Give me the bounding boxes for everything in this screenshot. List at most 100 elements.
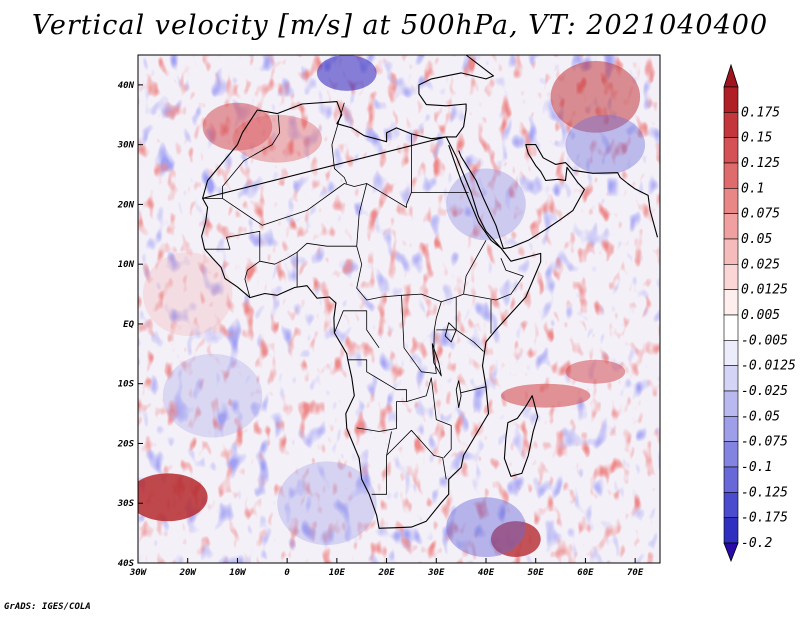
lon-tick-label: 10W <box>229 568 247 578</box>
colorbar-swatch <box>723 213 739 240</box>
lat-tick-label: 10N <box>118 260 135 270</box>
lat-tick-label: 20S <box>117 439 135 449</box>
velocity-field <box>138 55 660 563</box>
colorbar-bottom-arrow <box>723 542 739 563</box>
country-border <box>401 295 442 374</box>
colorbar-swatch <box>723 289 739 316</box>
lake-outline <box>455 380 462 409</box>
country-border <box>461 386 487 394</box>
colorbar-label: 0.0125 <box>741 283 788 298</box>
africa-coastline <box>201 136 542 529</box>
field-anomaly <box>565 114 646 175</box>
country-border <box>430 377 452 459</box>
lat-tick-label: 20N <box>117 200 135 210</box>
map-frame <box>137 54 661 564</box>
colorbar-label: 0.15 <box>741 131 772 146</box>
lat-tick-label: 10S <box>118 380 135 390</box>
country-border <box>244 260 261 298</box>
field-anomaly <box>277 461 377 546</box>
lon-tick-label: 20W <box>179 568 198 578</box>
lat-tick-label: 40S <box>118 559 135 569</box>
country-border <box>386 429 447 480</box>
colorbar-swatch <box>723 112 739 138</box>
country-border <box>463 258 524 301</box>
colorbar-label: -0.2 <box>741 536 772 551</box>
colorbar-swatch <box>723 492 739 518</box>
country-border <box>205 230 487 303</box>
mediterranean-coastline <box>202 55 495 199</box>
lon-tick-label: 60E <box>577 568 594 578</box>
lon-tick-label: 70E <box>627 568 644 578</box>
lon-tick-label: 40E <box>478 568 495 578</box>
colorbar-label: 0.005 <box>741 308 780 323</box>
colorbar-label: 0.1 <box>741 181 764 196</box>
country-border <box>222 183 469 226</box>
colorbar-label: -0.05 <box>741 409 780 424</box>
colorbar-label: 0.025 <box>741 257 780 272</box>
colorbar-label: -0.125 <box>741 485 788 500</box>
colorbar-label: -0.175 <box>741 511 788 526</box>
lon-tick-label: 50E <box>528 568 545 578</box>
field-anomaly <box>565 359 626 384</box>
colorbar-label: 0.05 <box>741 232 772 247</box>
colorbar-label: -0.0125 <box>741 359 796 374</box>
footer-credit: GrADS: IGES/COLA <box>4 602 91 612</box>
lake-outline <box>431 343 442 377</box>
field-anomaly <box>138 473 208 522</box>
colorbar-swatch <box>723 86 739 113</box>
colorbar-swatch <box>723 162 739 189</box>
colorbar-swatch <box>723 390 739 417</box>
lon-tick-label: 0 <box>284 568 290 578</box>
colorbar-swatch <box>723 340 739 366</box>
lat-tick-label: 30S <box>117 499 135 509</box>
field-anomaly <box>316 55 377 91</box>
colorbar-label: -0.025 <box>741 384 788 399</box>
colorbar-label: -0.1 <box>741 460 772 475</box>
country-border <box>334 310 380 349</box>
colorbar-swatch <box>723 365 739 392</box>
colorbar: 0.175 0.15 0.125 0.1 0.075 0.05 0.025 0.0125 0.0… <box>723 63 796 563</box>
country-border <box>371 431 392 495</box>
country-border <box>406 377 432 402</box>
country-border <box>356 183 368 247</box>
colorbar-label: 0.075 <box>741 207 780 222</box>
colorbar-swatch <box>723 441 739 468</box>
country-border <box>347 359 407 432</box>
colorbar-swatch <box>723 264 739 290</box>
country-border <box>331 102 345 145</box>
lon-tick-label: 10E <box>329 568 346 578</box>
colorbar-label: -0.005 <box>741 333 788 348</box>
colorbar-swatch <box>723 137 739 164</box>
colorbar-label: -0.075 <box>741 435 788 450</box>
country-border <box>331 144 348 184</box>
colorbar-label: 0.125 <box>741 156 780 171</box>
lon-tick-label: 20E <box>377 568 395 578</box>
map-title: Vertical velocity [m/s] at 500hPa, VT: 2… <box>31 10 769 41</box>
colorbar-swatch <box>723 517 739 544</box>
colorbar-swatch <box>723 466 739 493</box>
colorbar-swatch <box>723 416 739 442</box>
lake-outline <box>444 322 457 343</box>
arabia-coastline <box>458 144 659 250</box>
field-anomaly <box>142 252 233 336</box>
field-anomaly <box>162 353 263 438</box>
colorbar-label: 0.175 <box>741 105 780 120</box>
colorbar-swatch <box>723 238 739 265</box>
coastlines <box>201 55 659 529</box>
lat-tick-label: EQ <box>123 320 134 330</box>
colorbar-top-arrow <box>723 63 739 88</box>
country-border <box>436 329 484 352</box>
lat-tick-label: 30N <box>117 141 135 151</box>
field-anomaly <box>490 521 541 558</box>
field-anomaly <box>232 114 322 163</box>
madagascar-coastline <box>503 395 539 477</box>
lon-tick-label: 30W <box>129 568 148 578</box>
field-anomaly <box>446 497 526 558</box>
red-sea-coastline <box>448 145 503 250</box>
lon-tick-label: 30E <box>427 568 445 578</box>
colorbar-swatch <box>723 314 739 341</box>
colorbar-swatch <box>723 188 739 214</box>
field-anomaly <box>550 60 641 133</box>
